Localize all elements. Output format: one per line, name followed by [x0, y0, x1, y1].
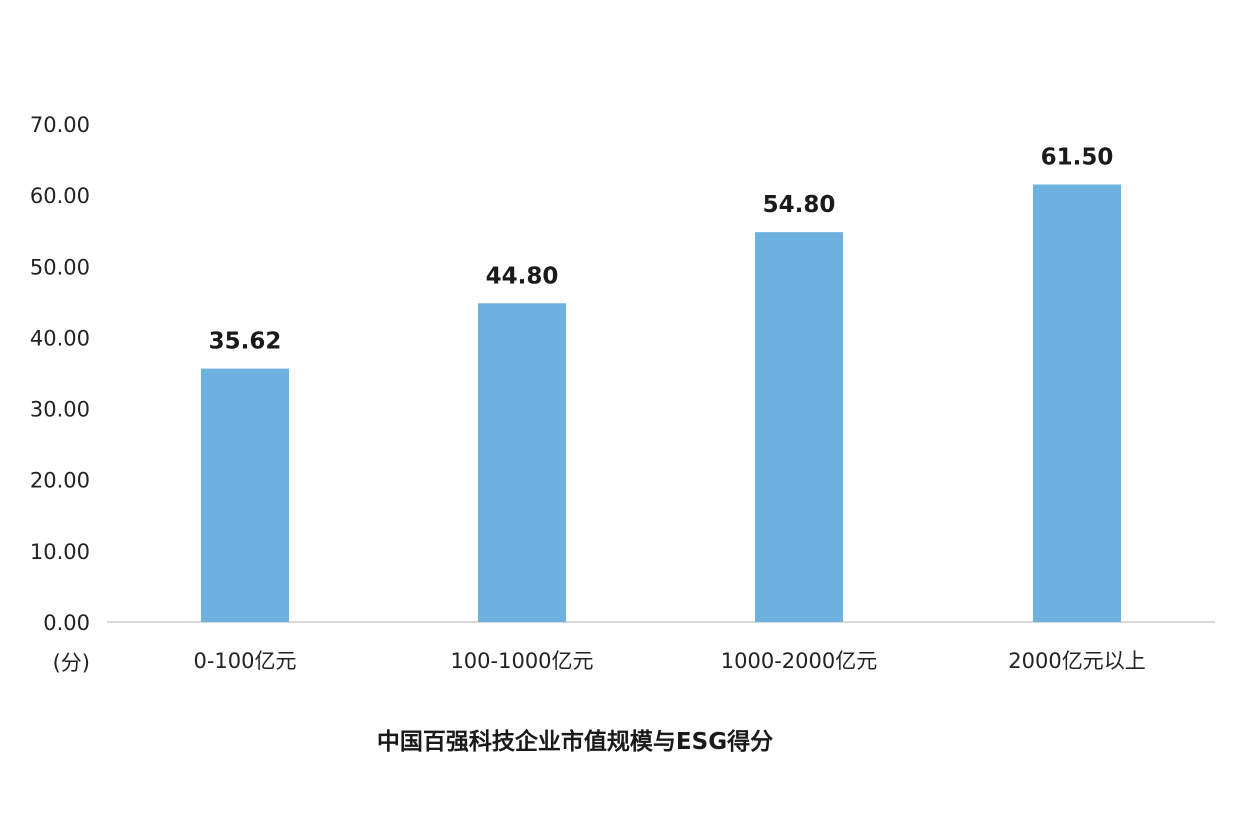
- bar: [478, 303, 566, 622]
- data-label: 61.50: [1041, 144, 1114, 170]
- y-tick-label: 60.00: [30, 184, 90, 208]
- y-axis-unit-label: (分): [53, 651, 90, 675]
- x-tick-label: 2000亿元以上: [1008, 649, 1145, 673]
- x-tick-label: 0-100亿元: [193, 649, 296, 673]
- x-tick-label: 100-1000亿元: [450, 649, 593, 673]
- bar: [201, 368, 289, 622]
- y-tick-label: 30.00: [30, 398, 90, 422]
- bar: [1033, 184, 1121, 622]
- bar: [755, 232, 843, 622]
- data-label: 35.62: [209, 329, 282, 355]
- x-tick-label: 1000-2000亿元: [721, 649, 877, 673]
- y-tick-label: 50.00: [30, 255, 90, 279]
- y-tick-label: 40.00: [30, 326, 90, 350]
- y-tick-label: 70.00: [30, 113, 90, 137]
- y-tick-label: 0.00: [43, 611, 90, 635]
- data-label: 54.80: [763, 192, 836, 218]
- chart-title: 中国百强科技企业市值规模与ESG得分: [377, 728, 773, 755]
- y-tick-label: 10.00: [30, 540, 90, 564]
- data-label: 44.80: [486, 263, 559, 289]
- y-tick-label: 20.00: [30, 469, 90, 493]
